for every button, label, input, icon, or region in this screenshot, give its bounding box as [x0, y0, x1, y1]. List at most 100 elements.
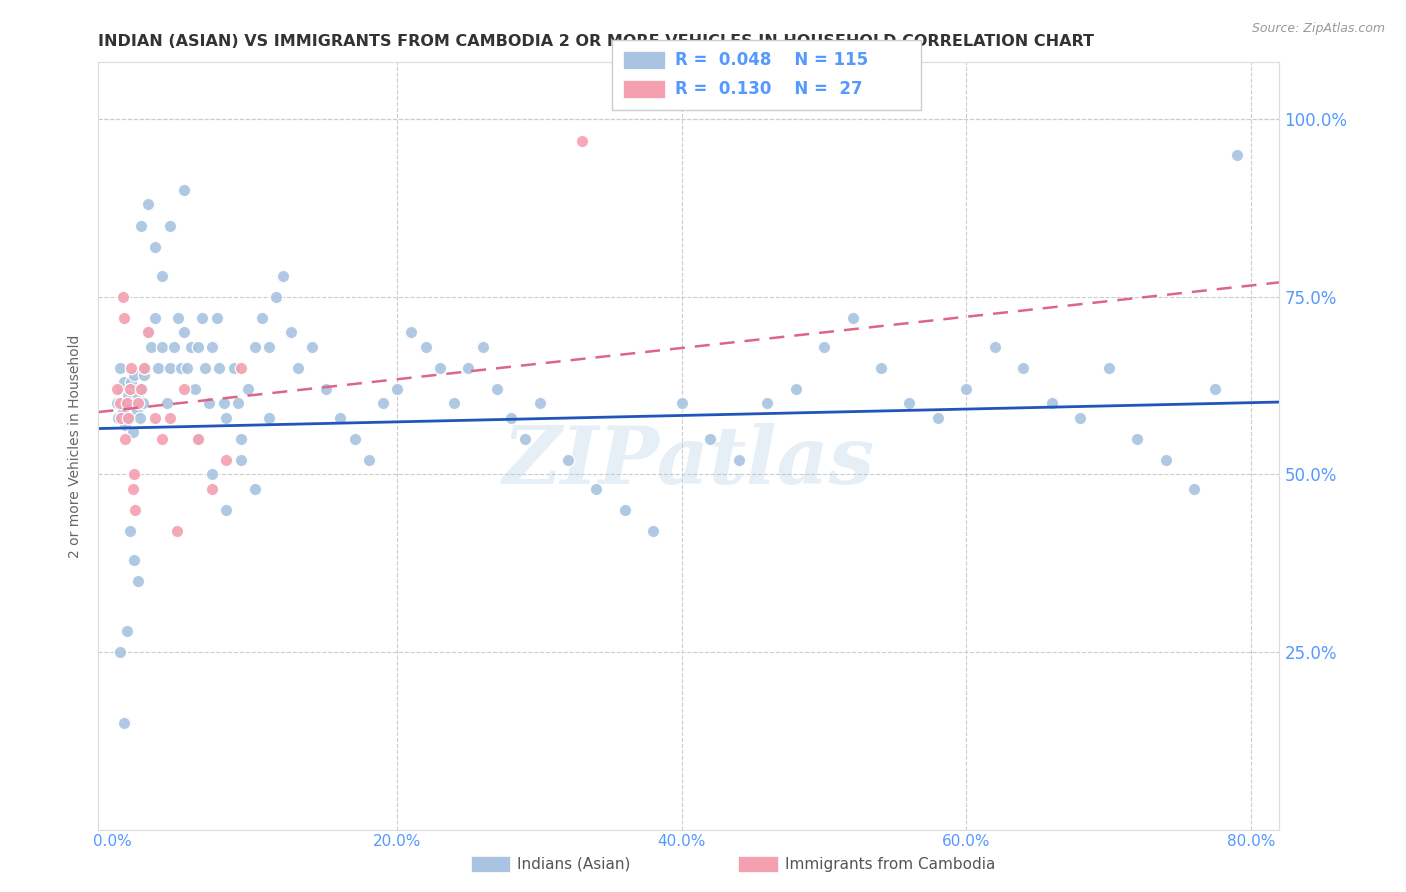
Point	[139, 340, 162, 354]
Point	[250, 311, 273, 326]
Point	[226, 396, 249, 410]
Point	[117, 389, 139, 403]
Point	[143, 240, 166, 254]
Point	[132, 360, 155, 375]
Point	[187, 432, 209, 446]
Point	[955, 382, 977, 396]
Point	[613, 503, 636, 517]
Point	[118, 524, 141, 539]
Point	[148, 360, 170, 375]
Point	[471, 340, 494, 354]
Point	[515, 432, 537, 446]
Point	[343, 432, 366, 446]
Point	[215, 453, 238, 467]
Point	[143, 311, 166, 326]
Text: Indians (Asian): Indians (Asian)	[517, 857, 631, 871]
Point	[927, 410, 949, 425]
Point	[215, 410, 238, 425]
Point	[136, 197, 159, 211]
Point	[280, 326, 302, 340]
Point	[371, 396, 394, 410]
Text: Source: ZipAtlas.com: Source: ZipAtlas.com	[1251, 22, 1385, 36]
Point	[208, 360, 231, 375]
Point	[152, 432, 174, 446]
Point	[984, 340, 1007, 354]
Point	[110, 410, 132, 425]
Point	[166, 524, 188, 539]
Point	[443, 396, 465, 410]
Point	[201, 482, 224, 496]
Y-axis label: 2 or more Vehicles in Household: 2 or more Vehicles in Household	[69, 334, 83, 558]
Point	[120, 375, 142, 389]
Point	[194, 360, 217, 375]
Point	[117, 410, 139, 425]
Point	[287, 360, 309, 375]
Point	[229, 432, 252, 446]
Point	[159, 360, 181, 375]
Point	[756, 396, 779, 410]
Point	[112, 311, 135, 326]
Point	[112, 375, 135, 389]
Point	[159, 410, 181, 425]
Point	[1182, 482, 1205, 496]
Point	[115, 624, 138, 638]
Point	[1069, 410, 1091, 425]
Point	[124, 503, 146, 517]
Point	[273, 268, 295, 283]
Point	[143, 410, 166, 425]
Point	[128, 410, 150, 425]
Point	[1098, 360, 1121, 375]
Point	[114, 417, 136, 432]
Text: INDIAN (ASIAN) VS IMMIGRANTS FROM CAMBODIA 2 OR MORE VEHICLES IN HOUSEHOLD CORRE: INDIAN (ASIAN) VS IMMIGRANTS FROM CAMBOD…	[98, 34, 1094, 49]
Point	[115, 396, 138, 410]
Point	[387, 382, 409, 396]
Point	[215, 503, 238, 517]
Point	[180, 340, 202, 354]
Point	[108, 645, 131, 659]
Point	[176, 360, 198, 375]
Point	[173, 183, 195, 197]
Point	[499, 410, 522, 425]
Point	[111, 290, 134, 304]
Point	[841, 311, 863, 326]
Point	[191, 311, 214, 326]
Point	[105, 396, 128, 410]
Point	[785, 382, 807, 396]
Point	[163, 340, 186, 354]
Point	[1154, 453, 1177, 467]
Point	[129, 382, 152, 396]
Point	[727, 453, 749, 467]
Point	[813, 340, 835, 354]
Point	[114, 432, 136, 446]
Point	[201, 340, 224, 354]
Point	[1126, 432, 1149, 446]
Point	[112, 716, 135, 731]
Point	[236, 382, 259, 396]
Text: Immigrants from Cambodia: Immigrants from Cambodia	[785, 857, 995, 871]
Point	[1040, 396, 1063, 410]
Text: R =  0.130    N =  27: R = 0.130 N = 27	[675, 80, 862, 98]
Point	[120, 360, 142, 375]
Point	[121, 425, 143, 439]
Point	[357, 453, 380, 467]
Point	[108, 396, 131, 410]
Point	[1226, 148, 1249, 162]
Point	[127, 389, 149, 403]
Point	[187, 432, 209, 446]
Point	[1012, 360, 1035, 375]
Point	[115, 396, 138, 410]
Point	[1204, 382, 1226, 396]
Point	[699, 432, 721, 446]
Point	[429, 360, 451, 375]
Point	[266, 290, 288, 304]
Point	[201, 467, 224, 482]
Point	[457, 360, 479, 375]
Point	[152, 340, 174, 354]
Point	[212, 396, 235, 410]
Point	[329, 410, 352, 425]
Point	[401, 326, 423, 340]
Point	[585, 482, 607, 496]
Text: ZIPatlas: ZIPatlas	[503, 423, 875, 500]
Point	[124, 396, 146, 410]
Point	[571, 134, 593, 148]
